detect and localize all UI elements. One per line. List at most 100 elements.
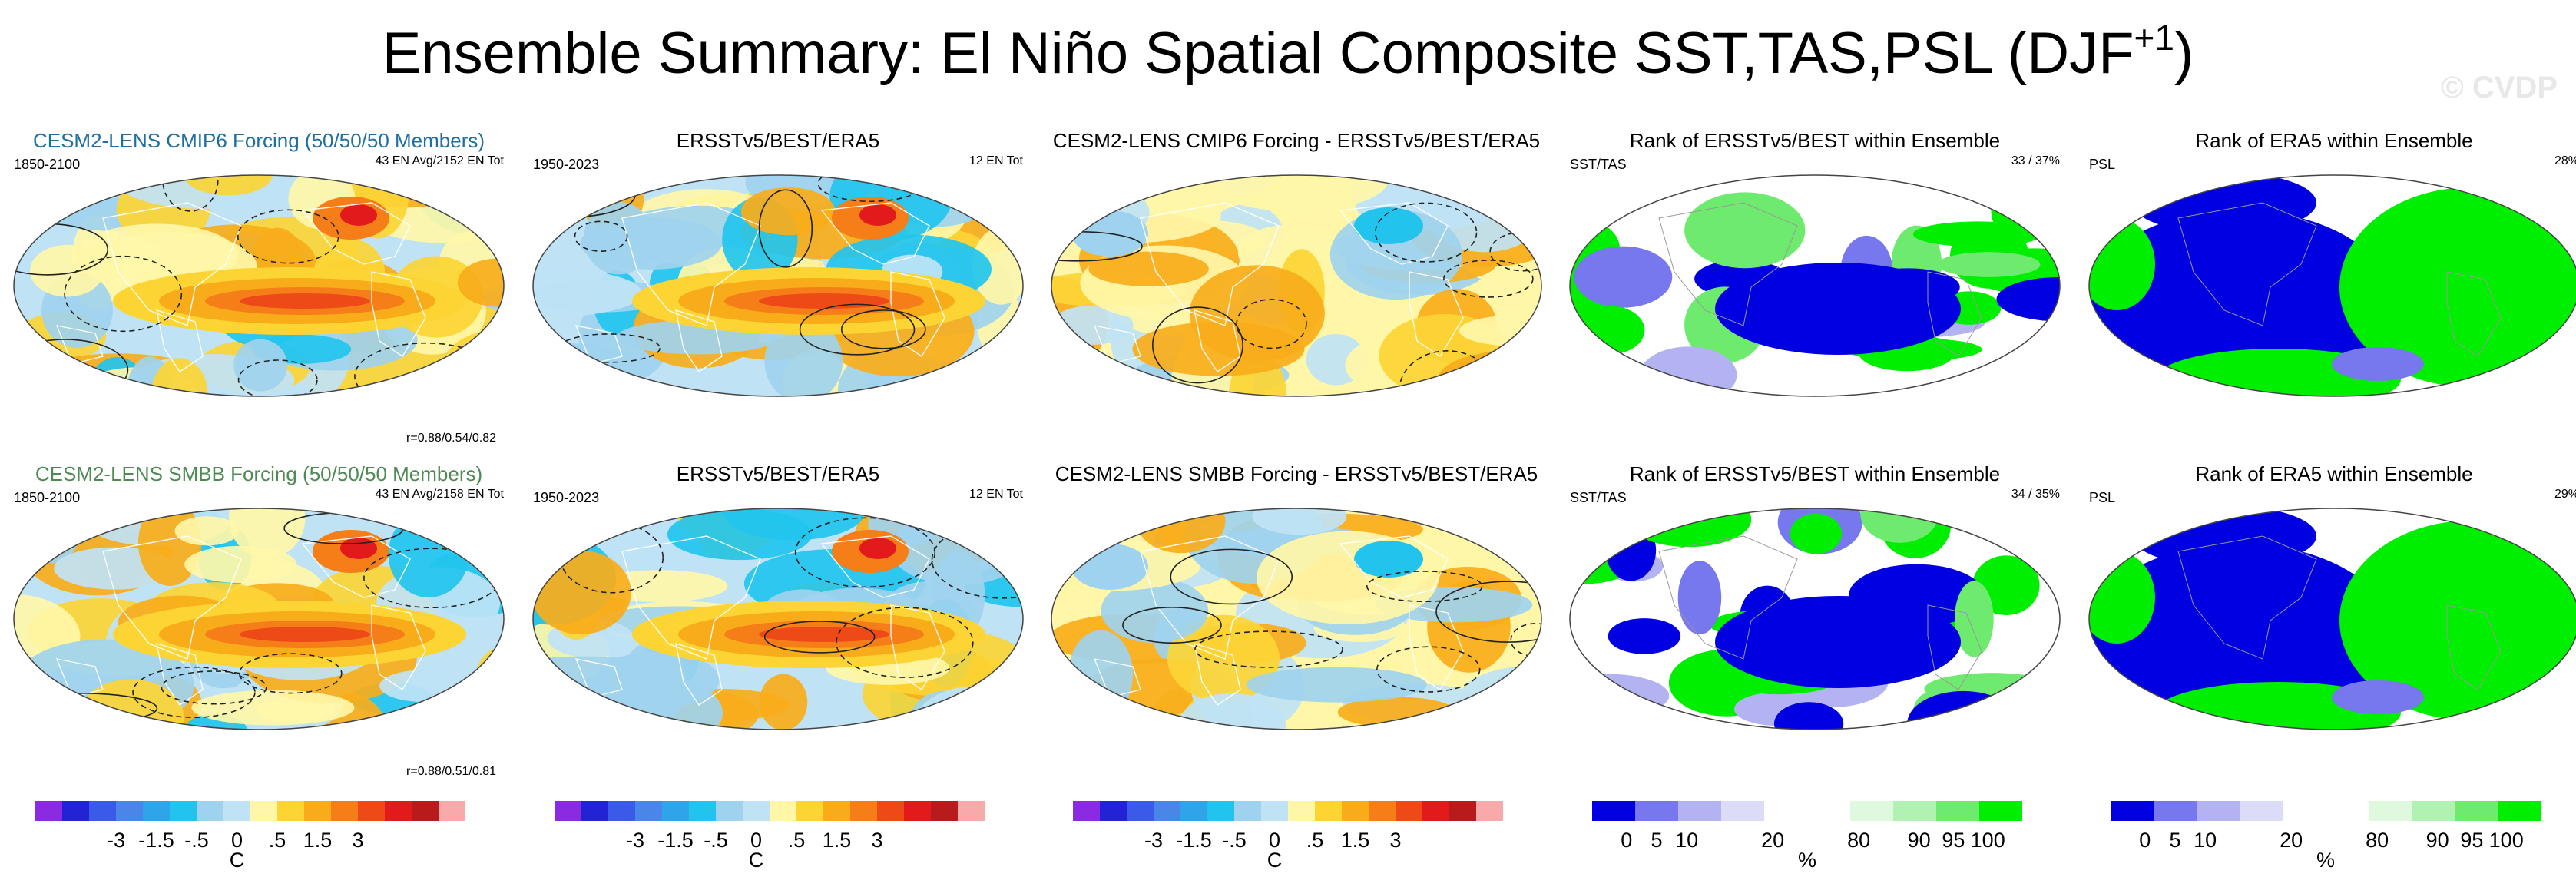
psl-contour [840,309,926,349]
anomaly-region [174,516,240,546]
panel-title: CESM2-LENS CMIP6 Forcing (50/50/50 Membe… [32,129,485,152]
colorbar-swatch [555,801,582,821]
psl-contour [1489,231,1541,272]
colorbar-swatch [2283,801,2326,821]
colorbar-swatch [796,801,824,821]
psl-contour [763,621,876,654]
rank-low-region [1715,596,1961,688]
colorbar-swatch [1234,801,1262,821]
anomaly-region [14,346,50,376]
colorbar-swatch [689,801,717,821]
colorbar-swatch [823,801,851,821]
psl-contour [1366,571,1483,602]
colorbar-swatch [2455,801,2498,821]
colorbar-swatch [143,801,171,821]
psl-contour [426,508,504,528]
coastline [890,604,945,690]
coastline [820,202,930,265]
rank-low-region [2132,508,2316,567]
panel-stats: 29% [2554,488,2576,501]
colorbar: 0 5 10 20 80 90 95 100% [1592,801,2022,885]
rank-mid-region [2332,347,2424,381]
colorbar-swatch [1893,801,1937,821]
rank-low-region [1715,263,1961,355]
colorbar-swatch [770,801,797,821]
map-panel: Rank of ERSSTv5/BEST within Ensemble SST/… [1567,129,2063,452]
colorbar-swatch [277,801,305,821]
anomaly-region [1189,265,1325,362]
colorbar-tick-label: -.5 [1222,829,1247,852]
colorbar-swatch [1449,801,1477,821]
colorbar-tick-label: 3 [1389,829,1402,852]
psl-contour [1170,548,1293,605]
colorbar-swatch [2369,801,2412,821]
colorbar-swatch [1154,801,1181,821]
rank-region [1570,343,1600,396]
rank-region [1574,246,1673,308]
panel-title: Rank of ERA5 within Ensemble [2195,462,2473,485]
colorbar-swatch [1261,801,1289,821]
colorbar-tick-label: -1.5 [657,829,694,852]
colorbar-swatch [1635,801,1679,821]
colorbar-tick-label: .5 [787,829,806,852]
colorbar-unit: % [1797,849,1817,872]
coastline [1093,658,1141,698]
panel-period: 1850-2100 [14,490,81,505]
anomaly-region [1051,691,1091,726]
rank-region [1991,180,2047,241]
psl-contour [799,303,916,356]
map-border [2088,508,2576,730]
panel-stats: 33 / 37% [2011,154,2060,167]
anomaly-region [1256,531,1439,625]
colorbar-tick-label: 20 [1761,829,1785,852]
psl-contour [237,209,339,264]
colorbar-swatch [1807,801,1851,821]
psl-contour [794,517,936,588]
anomaly-region [379,670,472,703]
panel-title: CESM2-LENS SMBB Forcing - ERSSTv5/BEST/E… [1055,462,1538,485]
anomaly-region [533,269,642,317]
colorbar-tick-label: 95 [1942,829,1965,852]
colorbar-tick-label: -.5 [704,829,728,852]
coastline [55,325,104,365]
map-panel: CESM2-LENS CMIP6 Forcing (50/50/50 Membe… [11,129,507,452]
anomaly-region [1204,175,1389,212]
coastline [1194,309,1241,372]
panel-stats: 28% [2554,154,2576,167]
colorbar-swatch [1127,801,1154,821]
robinson-map [2088,508,2576,730]
colorbar-tick-label: 10 [1675,829,1699,852]
warm-anomaly [340,204,377,226]
coastline [820,535,930,598]
psl-contour [237,359,318,396]
coastline [574,658,623,698]
coastline [1339,535,1449,598]
colorbar-tick-label: 3 [352,829,364,852]
colorbar-tick-label: 1.5 [1340,829,1370,852]
psl-contour [1443,260,1534,298]
colorbar-tick-label: 100 [2488,829,2524,852]
coastline [675,642,723,706]
psl-contour [574,220,628,252]
colorbar-tick-label: -1.5 [138,829,174,852]
robinson-map [1051,508,1542,730]
warm-anomaly [859,538,896,559]
cool-anomaly [1071,544,1148,590]
panel-stats: 12 EN Tot [969,154,1023,167]
colorbar-swatch [581,801,609,821]
coastline [1140,535,1280,660]
coastline [55,658,104,698]
rank-region [1937,252,2041,277]
panel-stats: 12 EN Tot [969,488,1023,501]
colorbar-tick-label: 90 [2425,829,2449,852]
map-border [1569,174,2061,397]
colorbar-swatch [850,801,878,821]
psl-contour [1435,581,1541,643]
anomaly-region [191,690,355,726]
psl-contour [64,255,183,333]
colorbar-swatch [743,801,770,821]
colorbar-swatch [904,801,932,821]
colorbar-swatch [1342,801,1369,821]
anomaly-region [184,545,297,584]
colorbar: -3 -1.5 -.5 0 .5 1.5 3 C [1073,801,1503,885]
